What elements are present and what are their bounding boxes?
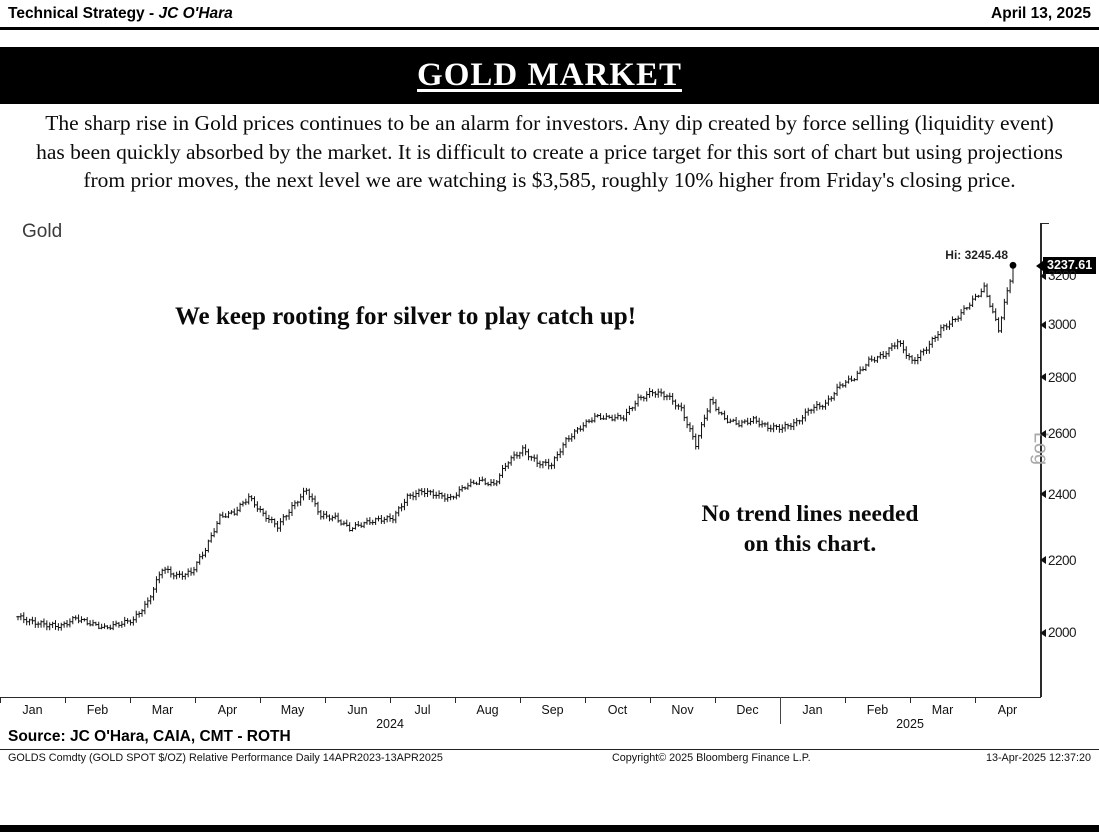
y-axis-top-cap [1040,222,1049,225]
x-tick [65,696,66,703]
last-price-value: 3237.61 [1047,258,1093,273]
x-tick [910,696,911,703]
report-date: April 13, 2025 [991,5,1091,22]
x-month-label: Apr [997,702,1018,717]
y-tick-2000: 2000 [1040,625,1077,641]
y-tick-arrow-icon [1040,320,1046,329]
x-month-label: Jun [347,702,368,717]
gold-price-chart: Gold We keep rooting for silver to play … [0,205,1099,731]
y-tick-label: 3000 [1048,317,1077,333]
ticker-meta: GOLDS Comdty (GOLD SPOT $/OZ) Relative P… [8,751,443,764]
source-line: Source: JC O'Hara, CAIA, CMT - ROTH [8,727,291,745]
last-price-box: 3237.61 [1035,257,1097,275]
copyright-text: Copyright© 2025 Bloomberg Finance L.P. [612,751,811,764]
year-divider-tick [780,696,782,724]
report-title-strategy: Technical Strategy - [8,5,159,22]
x-month-label: Dec [736,702,759,717]
y-tick-2600: 2600 [1040,426,1077,442]
section-banner: GOLD MARKET [0,47,1099,104]
x-month-label: Jan [22,702,43,717]
x-month-label: Apr [217,702,238,717]
x-month-label: May [280,702,305,717]
chart-title: Gold [22,220,63,242]
y-tick-2400: 2400 [1040,486,1077,502]
y-tick-label: 2400 [1048,486,1077,502]
y-axis-line [1040,222,1042,697]
report-title-author: JC O'Hara [158,5,233,22]
high-price-label: Hi: 3245.48 [945,247,1008,262]
y-tick-arrow-icon [1040,490,1046,499]
x-month-label: Mar [931,702,954,717]
commentary-paragraph: The sharp rise in Gold prices continues … [36,111,1063,193]
x-month-label: Jul [414,702,431,717]
ohlc-bars-canvas [16,261,1017,631]
y-tick-2200: 2200 [1040,552,1077,568]
bottom-black-bar [0,825,1099,832]
report-header: Technical Strategy - JC O'Hara April 13,… [0,0,1099,30]
x-tick [130,696,131,703]
y-tick-arrow-icon [1040,271,1046,280]
y-tick-arrow-icon [1040,373,1046,382]
x-month-label: Sep [541,702,564,717]
y-tick-label: 2200 [1048,552,1077,568]
y-tick-arrow-icon [1040,628,1046,637]
y-tick-label: 2000 [1048,625,1077,641]
y-tick-2800: 2800 [1040,369,1077,385]
x-tick [325,696,326,703]
x-tick [845,696,846,703]
x-tick [975,696,976,703]
y-tick-3200: 3200 [1040,268,1077,284]
x-year-label: 2025 [896,716,924,731]
y-tick-label: 2600 [1048,426,1077,441]
x-tick [455,696,456,703]
timestamp: 13-Apr-2025 12:37:20 [985,751,1091,764]
x-month-label: Aug [476,702,499,717]
y-tick-label: 3200 [1048,268,1077,284]
x-month-label: Jan [802,702,823,717]
chart-annotation-silver: We keep rooting for silver to play catch… [174,302,637,330]
x-tick [195,696,196,703]
x-tick [0,696,1,703]
ohlc-bars [16,265,1015,631]
x-tick [260,696,261,703]
report-title: Technical Strategy - JC O'Hara [8,5,233,23]
x-tick [715,696,716,703]
y-tick-label: 2800 [1048,369,1077,385]
x-year-label: 2024 [376,716,404,731]
x-tick [390,696,391,703]
bloomberg-footer: GOLDS Comdty (GOLD SPOT $/OZ) Relative P… [0,748,1099,765]
x-tick [650,696,651,703]
x-month-label: Feb [866,702,889,717]
x-month-label: Feb [86,702,109,717]
chart-annotation-no-trend-lines: No trend lines needed on this chart. [701,500,919,558]
section-title: GOLD MARKET [417,57,682,93]
y-tick-arrow-icon [1040,429,1046,438]
y-tick-arrow-icon [1040,556,1046,565]
x-month-label: Oct [607,702,628,717]
x-month-label: Mar [151,702,174,717]
high-marker-dot [1009,261,1017,269]
x-month-label: Nov [671,702,694,717]
y-tick-3000: 3000 [1040,317,1077,333]
x-tick [520,696,521,703]
x-tick [585,696,586,703]
